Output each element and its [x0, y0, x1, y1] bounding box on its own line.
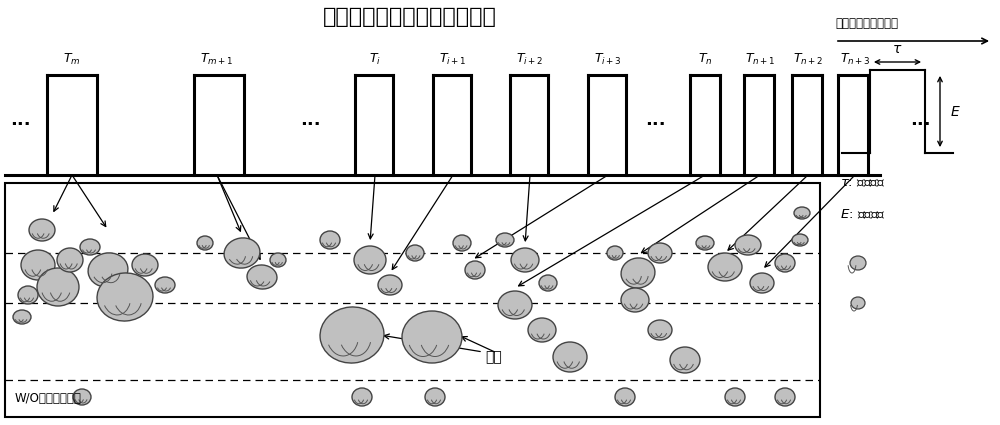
- Ellipse shape: [792, 234, 808, 246]
- Text: $T_i$: $T_i$: [369, 52, 381, 67]
- Ellipse shape: [406, 245, 424, 261]
- Ellipse shape: [57, 248, 83, 272]
- Text: 液滴: 液滴: [485, 350, 502, 364]
- Ellipse shape: [80, 239, 100, 255]
- Ellipse shape: [621, 258, 655, 288]
- Ellipse shape: [725, 388, 745, 406]
- Text: ···: ···: [10, 116, 30, 134]
- Text: W/O型废油乳化液: W/O型废油乳化液: [15, 392, 82, 405]
- Ellipse shape: [496, 233, 514, 247]
- Ellipse shape: [621, 288, 649, 312]
- Ellipse shape: [21, 250, 55, 280]
- Bar: [5, 183, 820, 417]
- Text: 定幅值、等脉宽混沌频率电场: 定幅值、等脉宽混沌频率电场: [323, 7, 497, 27]
- Ellipse shape: [775, 254, 795, 272]
- Ellipse shape: [354, 246, 386, 274]
- Ellipse shape: [402, 311, 462, 363]
- Ellipse shape: [378, 275, 402, 295]
- Ellipse shape: [73, 389, 91, 405]
- Text: 谐振频率对应指示线: 谐振频率对应指示线: [835, 17, 898, 29]
- Ellipse shape: [18, 286, 38, 304]
- Ellipse shape: [132, 254, 158, 276]
- Text: $T_{n+2}$: $T_{n+2}$: [793, 52, 823, 67]
- Text: $T_{i+1}$: $T_{i+1}$: [439, 52, 467, 67]
- Ellipse shape: [648, 320, 672, 340]
- Ellipse shape: [775, 388, 795, 406]
- Ellipse shape: [539, 275, 557, 291]
- Text: ···: ···: [910, 116, 930, 134]
- Ellipse shape: [37, 268, 79, 306]
- Ellipse shape: [320, 307, 384, 363]
- Ellipse shape: [648, 243, 672, 263]
- Ellipse shape: [352, 388, 372, 406]
- Ellipse shape: [670, 347, 700, 373]
- Ellipse shape: [696, 236, 714, 250]
- Text: $T_{n+1}$: $T_{n+1}$: [745, 52, 775, 67]
- Ellipse shape: [453, 235, 471, 251]
- Ellipse shape: [511, 248, 539, 272]
- Ellipse shape: [29, 219, 55, 241]
- Ellipse shape: [155, 277, 175, 293]
- Ellipse shape: [197, 236, 213, 250]
- Ellipse shape: [270, 253, 286, 267]
- Text: $T_n$: $T_n$: [698, 52, 712, 67]
- Text: $\tau$: 脉冲宽度: $\tau$: 脉冲宽度: [840, 176, 885, 190]
- Text: $T_{i+2}$: $T_{i+2}$: [516, 52, 544, 67]
- Ellipse shape: [247, 265, 277, 289]
- Ellipse shape: [794, 207, 810, 219]
- Ellipse shape: [498, 291, 532, 319]
- Text: $T_{m+1}$: $T_{m+1}$: [200, 52, 234, 67]
- Text: ···: ···: [645, 116, 665, 134]
- Ellipse shape: [13, 310, 31, 324]
- Ellipse shape: [465, 261, 485, 279]
- Ellipse shape: [88, 253, 128, 287]
- Ellipse shape: [607, 246, 623, 260]
- Ellipse shape: [750, 273, 774, 293]
- Ellipse shape: [850, 256, 866, 270]
- Ellipse shape: [528, 318, 556, 342]
- Text: ···: ···: [300, 116, 320, 134]
- Ellipse shape: [425, 388, 445, 406]
- Ellipse shape: [615, 388, 635, 406]
- Ellipse shape: [553, 342, 587, 372]
- Text: $T_{n+3}$: $T_{n+3}$: [840, 52, 870, 67]
- Text: $T_m$: $T_m$: [63, 52, 81, 67]
- Ellipse shape: [97, 273, 153, 321]
- Text: $\tau$: $\tau$: [892, 42, 903, 56]
- Ellipse shape: [320, 231, 340, 249]
- Ellipse shape: [708, 253, 742, 281]
- Text: $E$: $E$: [950, 105, 961, 119]
- Text: $T_{i+3}$: $T_{i+3}$: [594, 52, 622, 67]
- Ellipse shape: [224, 238, 260, 268]
- Text: $E$: 电场幅值: $E$: 电场幅值: [840, 208, 886, 222]
- Ellipse shape: [735, 235, 761, 255]
- Ellipse shape: [851, 297, 865, 309]
